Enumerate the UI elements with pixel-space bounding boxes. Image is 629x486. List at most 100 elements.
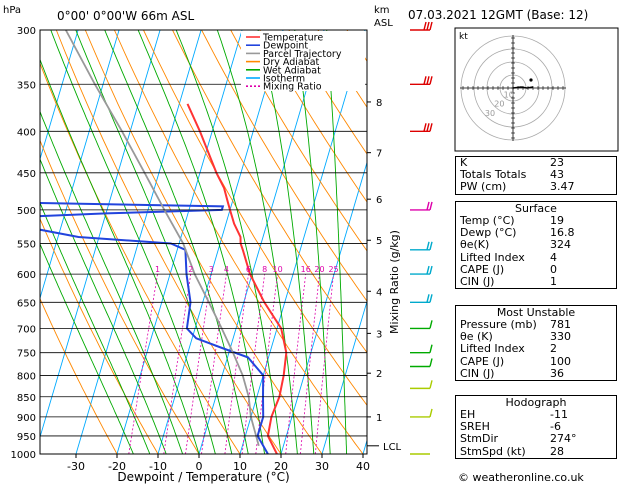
pressure-tick-label: 500 <box>17 206 36 217</box>
hodograph-trace <box>512 86 534 89</box>
altitude-km-label: 6 <box>376 195 382 206</box>
wind-barb-flag <box>429 21 433 31</box>
row-name: SREH <box>460 420 490 434</box>
wind-barb-flag <box>426 241 430 250</box>
table-row: CAPE (J) 100 <box>456 354 616 368</box>
pressure-tick-label: 700 <box>17 324 36 335</box>
legend-entry: Parcel Trajectory <box>263 49 342 60</box>
pressure-tick-label: 400 <box>17 127 36 138</box>
x-tick-label: -10 <box>149 460 167 473</box>
table-row: StmDir 274° <box>456 433 616 445</box>
row-value: -11 <box>550 408 568 421</box>
wind-barb-flag <box>429 265 433 275</box>
altitude-km-label: 8 <box>376 98 382 109</box>
km-label: km <box>374 5 390 16</box>
table-row: Totals Totals 43 <box>456 168 616 182</box>
most-unstable-title: Most Unstable <box>496 306 576 319</box>
row-value: 330 <box>550 330 571 344</box>
row-value: 0 <box>550 262 557 276</box>
row-value: 2 <box>550 342 557 356</box>
x-tick-label: -30 <box>67 460 85 473</box>
table-row: Pressure (mb) 781 <box>456 318 616 331</box>
legend-background <box>241 31 365 91</box>
mixing-ratio-label: 1 <box>155 265 160 274</box>
hodograph-unit-label: kt <box>459 32 468 42</box>
credit: © weatheronline.co.uk <box>458 471 584 484</box>
row-value: 23 <box>550 156 564 169</box>
table-row: Lifted Index 2 <box>456 343 616 355</box>
table-row: K 23 <box>456 156 616 169</box>
mixing-ratio-axis-label: Mixing Ratio (g/kg) <box>388 230 401 334</box>
wind-barb-flag <box>429 380 433 389</box>
pressure-tick-label: 850 <box>17 393 36 404</box>
legend-entry: Dewpoint <box>263 41 308 52</box>
lcl-label: LCL <box>383 442 402 453</box>
dry-adiabat-line <box>259 30 367 203</box>
pressure-tick-label: 950 <box>17 432 36 443</box>
isotherm-line <box>157 30 284 454</box>
row-value: 100 <box>550 354 571 368</box>
hodograph-box <box>454 27 619 152</box>
mixing-ratio-label: 2 <box>188 265 193 274</box>
pressure-tick-label: 800 <box>17 371 36 382</box>
wind-barb-flag <box>429 344 433 353</box>
surface-table: Surface Temp (°C) 19 Dewp (°C) 16.8 θe(K) 324… <box>455 201 617 290</box>
mixing-ratio-line <box>201 274 227 454</box>
series-line-dewpoint <box>40 202 269 454</box>
location-label: 0°00' 0°00'W 66m ASL <box>57 9 195 23</box>
row-name: θe (K) <box>460 330 493 344</box>
wind-barb-flag <box>423 21 427 31</box>
row-name: Pressure (mb) <box>460 318 537 331</box>
table-row: StmSpd (kt) 28 <box>456 444 616 458</box>
altitude-km-label: 7 <box>376 149 382 160</box>
mixing-ratio-label: 16 <box>301 265 311 274</box>
legend-entry: Wet Adiabat <box>263 65 321 76</box>
dry-adiabat-line <box>84 30 323 454</box>
row-name: K <box>460 156 468 169</box>
hpa-label: hPa <box>3 5 21 16</box>
mixing-ratio-label: 4 <box>224 265 229 274</box>
mixing-ratio-label: 20 <box>314 265 324 274</box>
table-row: CAPE (J) 0 <box>456 262 616 276</box>
pressure-tick-label: 550 <box>17 239 36 250</box>
table-row: PW (cm) 3.47 <box>456 181 616 193</box>
hodograph-ring-label: 30 <box>485 109 495 118</box>
wind-barb-flag <box>429 123 433 132</box>
most-unstable-table: Most Unstable Pressure (mb) 781 θe (K) 330 L… <box>455 305 617 381</box>
wind-barb-flag <box>429 241 433 250</box>
pressure-tick-label: 900 <box>17 413 36 424</box>
row-value: 19 <box>550 214 564 227</box>
row-value: 3.47 <box>550 180 575 194</box>
wind-barb-flag <box>426 76 430 85</box>
pressure-tick-label: 750 <box>17 349 36 360</box>
wind-barb-flag <box>426 21 430 31</box>
mixing-ratio-line <box>314 274 334 454</box>
datetime: 07.03.2021 12GMT (Base: 12) <box>408 8 589 22</box>
indices-table: K 23 Totals Totals 43 PW (cm) 3.47 <box>455 156 617 195</box>
row-name: CIN (J) <box>460 366 495 380</box>
altitude-km-label: 5 <box>376 236 382 247</box>
wind-barb-flag <box>423 123 427 132</box>
table-row: CIN (J) 1 <box>456 275 616 288</box>
pressure-tick-label: 600 <box>17 270 36 281</box>
hodograph-ring-label: 10 <box>504 90 514 99</box>
surface-title: Surface <box>515 202 557 215</box>
wind-barb-flag <box>429 201 433 211</box>
row-value: 781 <box>550 318 571 331</box>
x-tick-label: 40 <box>356 460 370 473</box>
row-value: -6 <box>550 420 561 434</box>
row-name: Totals Totals <box>460 168 527 182</box>
mixing-ratio-label: 10 <box>272 265 282 274</box>
altitude-km-label: 2 <box>376 369 382 380</box>
table-row: Lifted Index 4 <box>456 251 616 264</box>
wind-barb-flag <box>429 408 433 418</box>
wind-barb-flag <box>429 294 433 303</box>
row-name: StmSpd (kt) <box>460 444 526 458</box>
isotherm-line <box>40 30 79 161</box>
dry-adiabat-line <box>201 30 367 302</box>
row-name: θe(K) <box>460 238 490 252</box>
wind-barb-flag <box>426 201 430 211</box>
table-row: Dewp (°C) 16.8 <box>456 226 616 239</box>
dry-adiabat-line <box>230 30 367 252</box>
